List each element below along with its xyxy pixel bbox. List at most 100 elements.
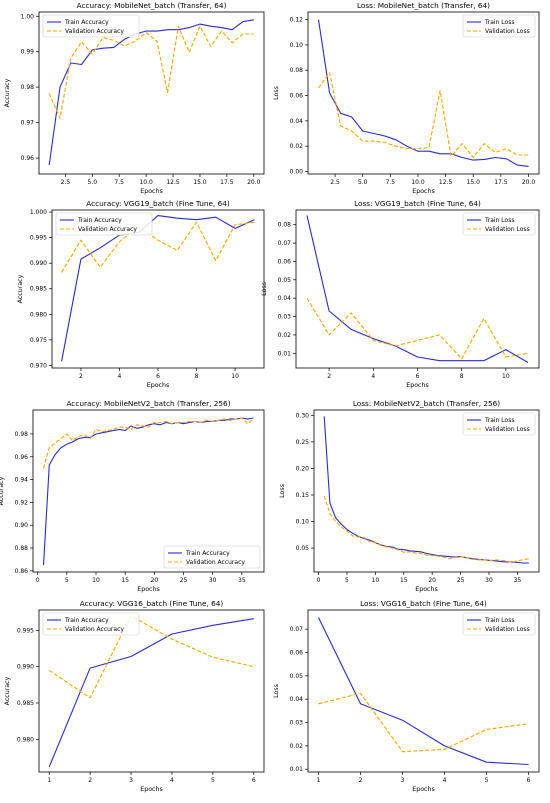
x-tick-label: 35: [514, 577, 522, 584]
y-tick-label: 0.07: [278, 240, 292, 247]
chart-title: Loss: VGG19_batch (Fine Tune, 64): [354, 199, 481, 208]
x-tick-label: 35: [238, 577, 246, 584]
x-tick-label: 1: [47, 777, 51, 784]
x-tick-label: 0: [317, 577, 321, 584]
x-tick-label: 5: [65, 577, 69, 584]
x-tick-label: 30: [209, 577, 217, 584]
x-axis-label: Epochs: [147, 382, 170, 389]
y-tick-label: 0.01: [290, 766, 304, 773]
y-tick-label: 0.980: [30, 311, 47, 318]
chart-title: Loss: VGG16_batch (Fine Tune, 64): [360, 599, 487, 608]
y-tick-label: 0.90: [15, 522, 29, 529]
x-tick-label: 17.5: [494, 179, 508, 186]
x-tick-label: 7.5: [114, 179, 124, 186]
y-tick-label: 0.88: [15, 545, 29, 552]
x-tick-label: 15.0: [467, 179, 481, 186]
legend-entry: Train Accuracy: [64, 617, 109, 624]
legend: Train Loss Validation Loss: [462, 612, 536, 636]
x-tick-label: 2.5: [61, 179, 71, 186]
legend-entry: Train Accuracy: [185, 550, 230, 557]
chart-panel-3: Accuracy: VGG19_batch (Fine Tune, 64) 2 4 6…: [17, 199, 265, 389]
x-tick-label: 20.0: [522, 179, 536, 186]
legend: Train Accuracy Validation Accuracy: [42, 14, 140, 38]
chart-title: Accuracy: VGG16_batch (Fine Tune, 64): [80, 599, 224, 608]
y-tick-label: 0.10: [290, 42, 304, 49]
legend-entry: Validation Loss: [485, 426, 530, 433]
y-tick-label: 0.995: [30, 235, 47, 242]
series-line-validation: [48, 25, 254, 119]
chart-panel-8: Loss: VGG16_batch (Fine Tune, 64) 1 2 3 4 5 6 0…: [273, 599, 540, 793]
y-tick-label: 0.96: [15, 454, 29, 461]
legend-entry: Train Loss: [484, 617, 514, 624]
legend-entry: Train Loss: [484, 19, 514, 26]
plot-area-frame: [313, 409, 540, 573]
series-line-validation: [318, 72, 529, 159]
series-line-train: [42, 417, 254, 566]
x-tick-label: 8: [460, 373, 464, 380]
y-tick-label: 0.25: [296, 439, 310, 446]
y-axis-label: Accuracy: [0, 476, 5, 505]
plot-area-frame: [38, 609, 265, 773]
x-tick-label: 10.0: [411, 179, 425, 186]
x-tick-label: 4: [118, 373, 122, 380]
legend-box: [163, 545, 261, 569]
y-tick-label: 0.30: [296, 412, 310, 419]
x-tick-label: 20.0: [247, 179, 261, 186]
series-line-validation: [306, 297, 529, 360]
y-tick-label: 0.02: [290, 743, 304, 750]
y-tick-label: 0.05: [290, 673, 304, 680]
x-tick-label: 10.0: [139, 179, 153, 186]
chart-panel-6: Loss: MobileNetV2_batch (Transfer, 256) 0…: [279, 399, 540, 593]
x-tick-label: 4: [371, 373, 375, 380]
y-tick-label: 0.07: [290, 626, 304, 633]
y-tick-label: 0.96: [21, 155, 35, 162]
x-tick-label: 20: [428, 577, 436, 584]
legend-entry: Train Loss: [484, 417, 514, 424]
y-tick-label: 0.02: [290, 143, 304, 150]
x-tick-label: 10: [92, 577, 100, 584]
chart-panel-7: Accuracy: VGG16_batch (Fine Tune, 64) 1 2 3…: [4, 599, 265, 793]
legend: Train Accuracy Validation Accuracy: [163, 545, 261, 569]
x-tick-label: 5.0: [358, 179, 368, 186]
legend-entry: Validation Loss: [485, 626, 530, 633]
y-tick-label: 0.985: [30, 286, 47, 293]
x-tick-label: 10: [372, 577, 380, 584]
legend-entry: Train Accuracy: [77, 217, 122, 224]
x-axis-label: Epochs: [415, 586, 438, 593]
y-tick-label: 0.86: [15, 568, 29, 575]
y-tick-label: 0.04: [290, 118, 304, 125]
x-tick-label: 15: [121, 577, 129, 584]
series-line-train: [318, 617, 529, 766]
chart-panel-2: Loss: MobileNet_batch (Transfer, 64) 2.5 5…: [273, 1, 540, 195]
legend-box: [55, 212, 153, 236]
x-tick-label: 4: [443, 777, 447, 784]
chart-panel-1: Accuracy: MobileNet_batch (Transfer, 64)…: [4, 1, 265, 195]
y-tick-label: 0.970: [30, 362, 47, 369]
x-tick-label: 7.5: [386, 179, 396, 186]
y-tick-label: 0.20: [296, 465, 310, 472]
x-tick-label: 25: [457, 577, 465, 584]
y-axis-label: Accuracy: [4, 676, 11, 705]
y-tick-label: 0.94: [15, 477, 29, 484]
legend-entry: Validation Accuracy: [65, 626, 124, 633]
x-tick-label: 4: [170, 777, 174, 784]
y-tick-label: 0.08: [278, 222, 292, 229]
chart-title: Accuracy: VGG19_batch (Fine Tune, 64): [86, 199, 230, 208]
x-tick-label: 8: [195, 373, 199, 380]
y-tick-label: 0.12: [290, 17, 304, 24]
x-tick-label: 3: [129, 777, 133, 784]
legend: Train Loss Validation Loss: [462, 14, 536, 38]
legend-box: [42, 612, 140, 636]
series-line-validation: [318, 692, 529, 753]
y-tick-label: 1.000: [30, 209, 47, 216]
y-tick-label: 0.03: [278, 314, 292, 321]
y-tick-label: 0.975: [30, 337, 47, 344]
plot-area-frame: [307, 11, 540, 175]
plot-area-frame: [38, 11, 265, 175]
x-axis-label: Epochs: [140, 786, 163, 793]
x-tick-label: 5.0: [88, 179, 98, 186]
x-axis-label: Epochs: [406, 382, 429, 389]
x-tick-label: 2: [79, 373, 83, 380]
chart-panel-4: Loss: VGG19_batch (Fine Tune, 64) 2 4 6 8 10 0…: [261, 199, 540, 389]
